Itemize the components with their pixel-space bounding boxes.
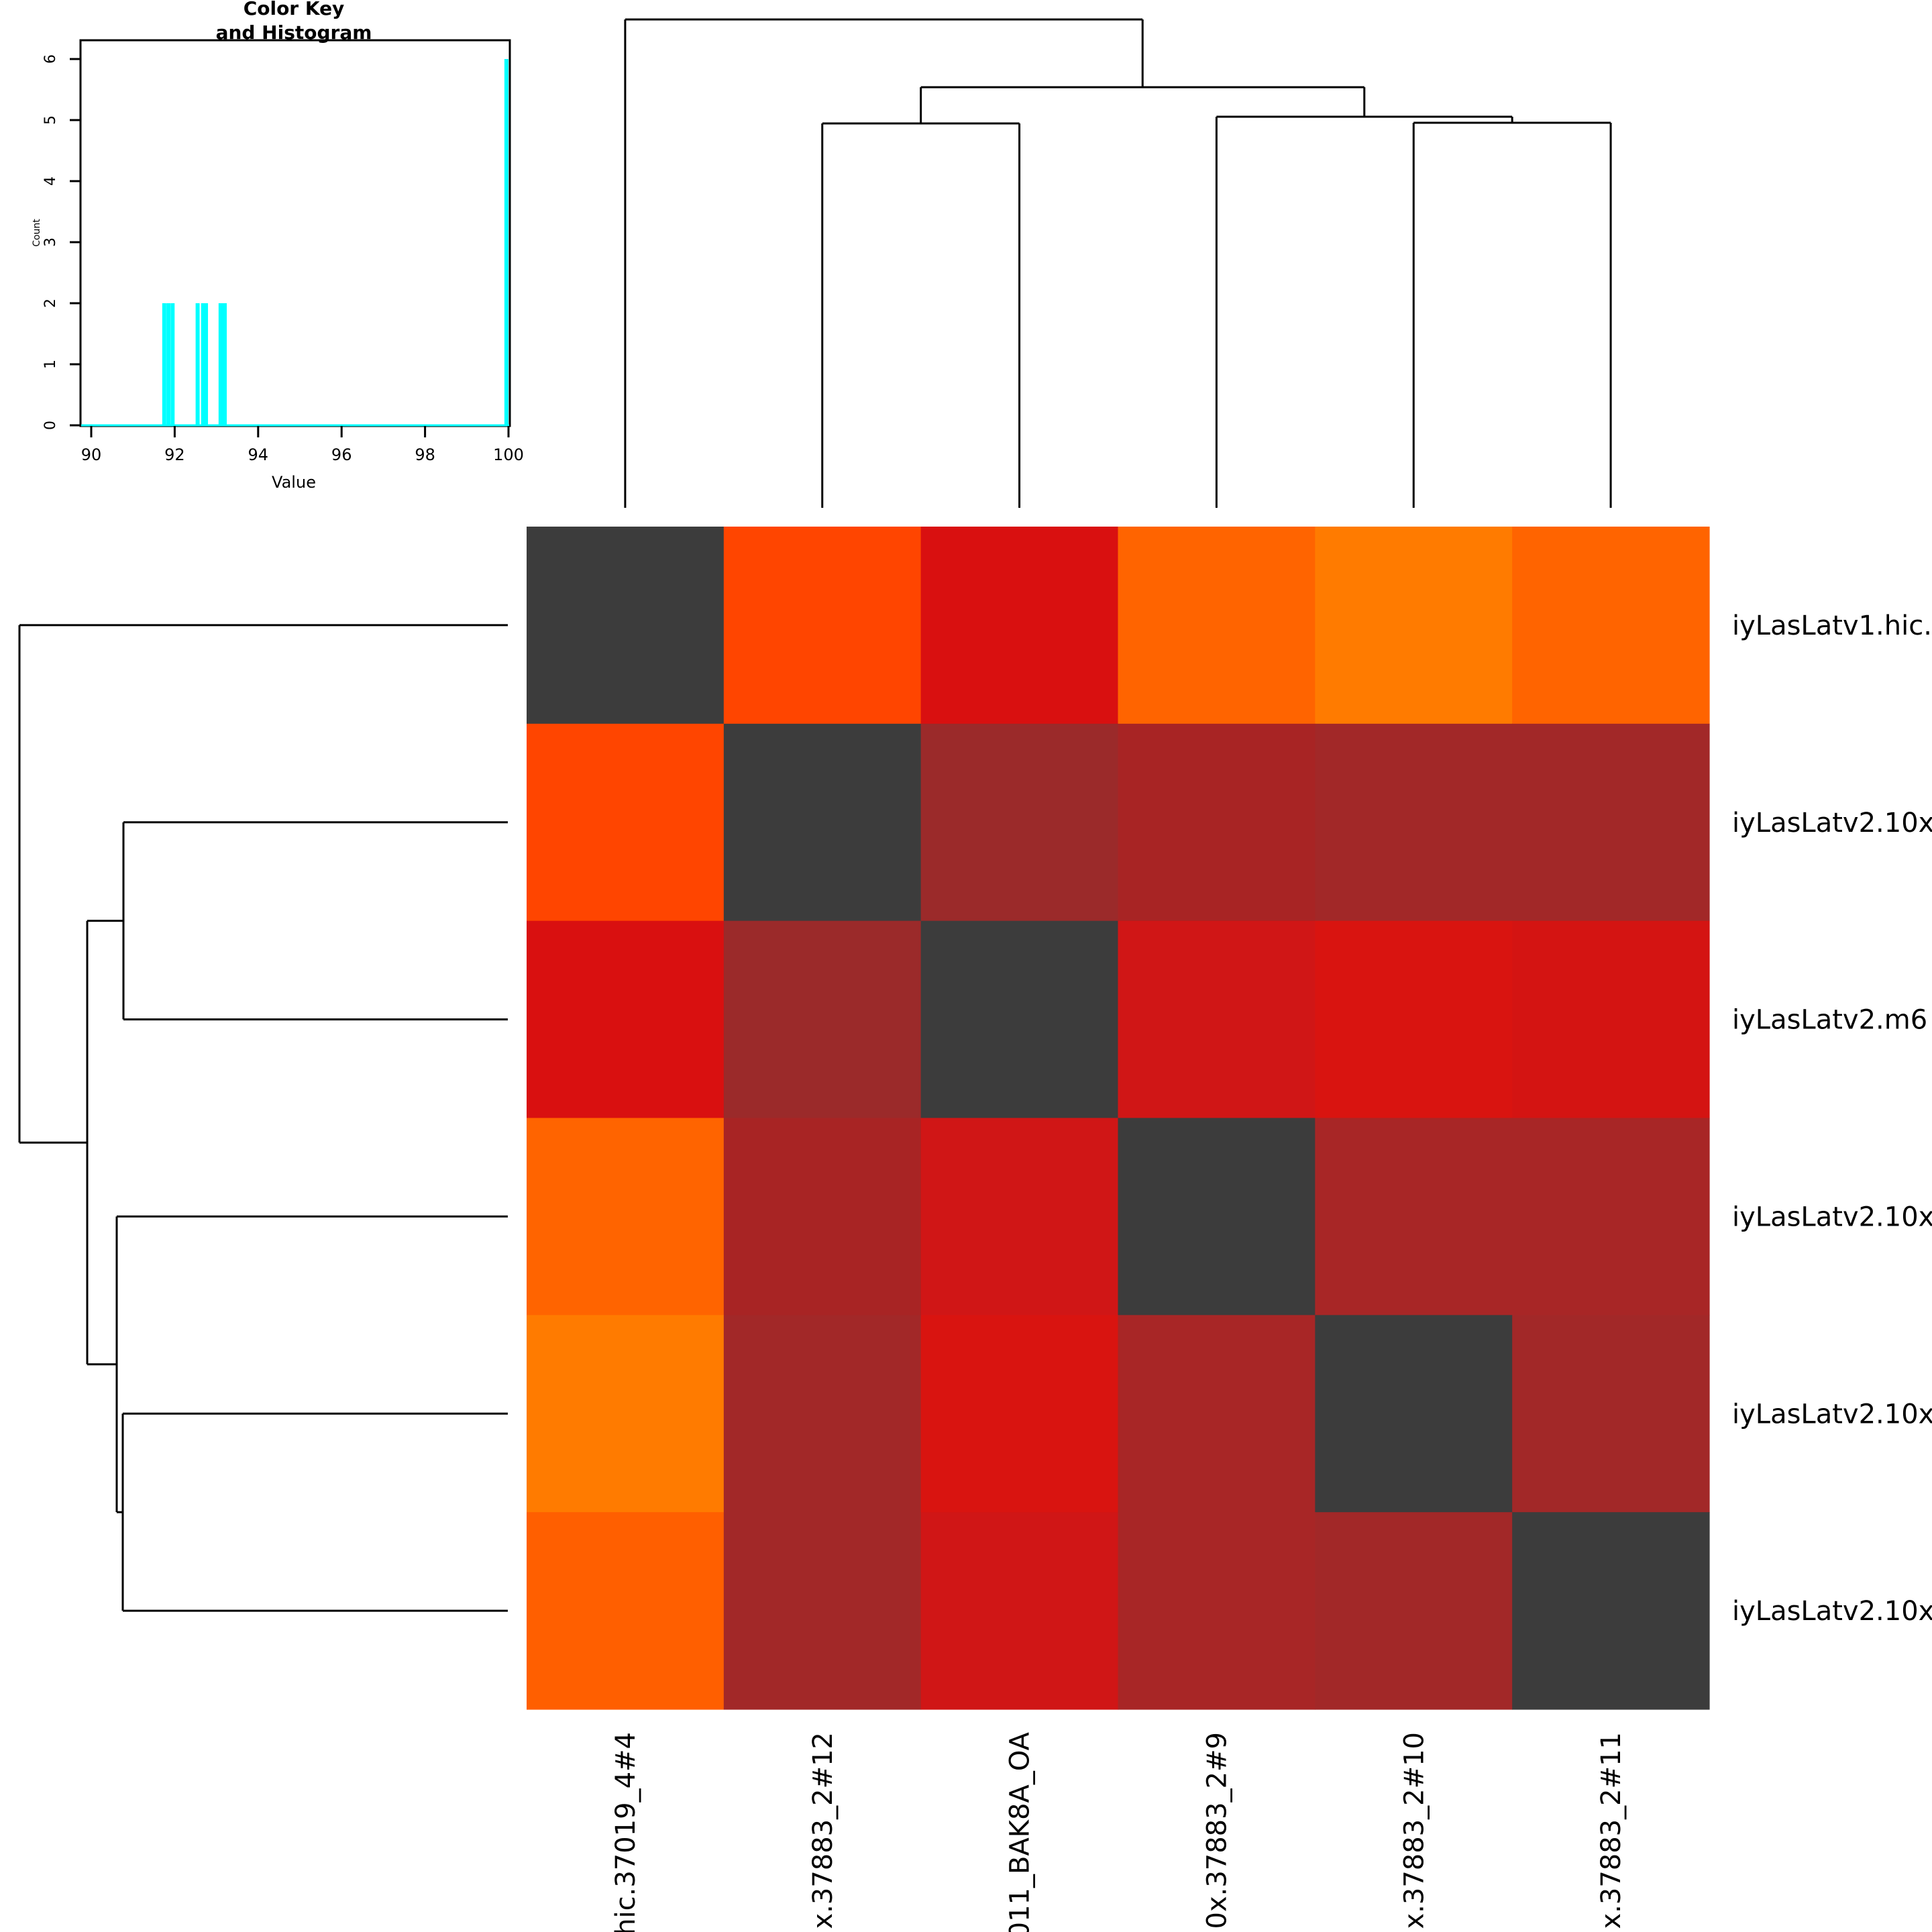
row-label: iyLasLatv2.10x — [1732, 1399, 1932, 1430]
histogram-x-tick-label: 98 — [415, 445, 435, 464]
heatmap-cell — [920, 1512, 1119, 1710]
histogram-y-tick-label: 4 — [42, 176, 59, 186]
histogram-x-label: Value — [272, 473, 316, 492]
histogram-x-tick-label: 96 — [331, 445, 352, 464]
heatmap-cell — [1512, 723, 1710, 922]
heatmap-cell — [1118, 920, 1316, 1119]
column-label: x.37883_2#12 — [808, 1732, 839, 1929]
heatmap-cell — [1118, 1118, 1316, 1316]
column-label: x.37883_2#10 — [1399, 1732, 1430, 1929]
heatmap-cell — [527, 723, 724, 922]
histogram-y-tick-label: 6 — [42, 54, 59, 64]
heatmap-cell — [527, 920, 724, 1119]
histogram-bar — [166, 303, 171, 425]
histogram-bar — [162, 303, 166, 425]
heatmap-cell — [1512, 1512, 1710, 1710]
heatmap-cell — [527, 1512, 724, 1710]
histogram-y-axis: 0 1 2 3 4 5 6 — [42, 54, 80, 430]
heatmap-cell — [1315, 1315, 1513, 1513]
histogram-bar — [195, 303, 200, 425]
heatmap-cell — [723, 1118, 922, 1316]
heatmap-cell — [920, 1315, 1119, 1513]
histogram-bar — [220, 303, 225, 425]
histogram-y-tick-label: 3 — [42, 237, 59, 247]
histogram-title-line-1: Color Key — [244, 0, 345, 19]
heatmap-cell — [1512, 1118, 1710, 1316]
histogram-plot-box — [79, 39, 511, 427]
heatmap-cell — [723, 1315, 922, 1513]
histogram-x-tick-label: 94 — [248, 445, 269, 464]
heatmap-cell — [920, 1118, 1119, 1316]
histogram-x-tick-label: 92 — [164, 445, 185, 464]
histogram-y-tick-label: 5 — [42, 115, 59, 125]
heatmap-cell — [723, 723, 922, 922]
histogram-bar — [201, 303, 205, 425]
heatmap-cell — [920, 920, 1119, 1119]
row-label: iyLasLatv2.10x — [1732, 1201, 1932, 1232]
histogram-bar — [504, 59, 508, 425]
column-label: 011_BAK8A_OA — [1005, 1731, 1036, 1932]
row-label: iyLasLatv2.10x — [1732, 1596, 1932, 1627]
heatmap-cell — [1118, 723, 1316, 922]
histogram-bars — [162, 59, 508, 425]
heatmap-cell — [1315, 527, 1513, 724]
heatmap-cell — [1512, 527, 1710, 724]
histogram-bar — [223, 303, 227, 425]
color-key-histogram: Color Key and Histogram 90 92 94 96 98 100 01… — [32, 0, 524, 492]
heatmap-cell — [1512, 1315, 1710, 1513]
histogram-y-label: Count — [32, 219, 42, 247]
heatmap-cells — [527, 527, 1710, 1710]
row-label: iyLasLatv1.hic. — [1732, 610, 1932, 641]
heatmap-cell — [527, 1118, 724, 1316]
heatmap-cell — [723, 1512, 922, 1710]
heatmap-cell — [920, 527, 1119, 724]
histogram-bar — [218, 303, 223, 425]
heatmap-cell — [527, 1315, 724, 1513]
histogram-x-axis: 90 92 94 96 98 100 — [81, 426, 524, 464]
heatmap-cell — [1315, 1118, 1513, 1316]
histogram-x-tick-label: 100 — [493, 445, 524, 464]
heatmap-cell — [1118, 1512, 1316, 1710]
column-labels: hic.37019_4#4 x.37883_2#12 011_BAK8A_OA 0x.… — [610, 1731, 1627, 1932]
histogram-y-tick-label: 1 — [42, 360, 59, 369]
column-label: hic.37019_4#4 — [610, 1732, 641, 1932]
heatmap-cell — [1118, 527, 1316, 724]
heatmap-cell — [1315, 920, 1513, 1119]
heatmap-cell — [723, 527, 922, 724]
histogram-bar — [170, 303, 175, 425]
histogram-y-tick-label: 0 — [42, 421, 59, 430]
row-label: iyLasLatv2.m6 — [1732, 1005, 1927, 1036]
heatmap-cell — [527, 527, 724, 724]
column-label: 0x.37883_2#9 — [1201, 1732, 1232, 1929]
row-label: iyLasLatv2.10x — [1732, 808, 1932, 839]
row-dendrogram — [18, 624, 508, 1612]
heatmap-cell — [1118, 1315, 1316, 1513]
heatmap-cell — [920, 723, 1119, 922]
column-label: x.37883_2#11 — [1596, 1732, 1627, 1929]
column-dendrogram — [624, 18, 1612, 508]
histogram-x-tick-label: 90 — [81, 445, 102, 464]
row-labels: iyLasLatv1.hic. iyLasLatv2.10x iyLasLatv2.… — [1732, 610, 1932, 1627]
heatmap-cell — [723, 920, 922, 1119]
histogram-y-tick-label: 2 — [42, 299, 59, 308]
heatmap-cell — [1315, 1512, 1513, 1710]
histogram-bar — [204, 303, 209, 425]
heatmap-cell — [1315, 723, 1513, 922]
heatmap-cell — [1512, 920, 1710, 1119]
